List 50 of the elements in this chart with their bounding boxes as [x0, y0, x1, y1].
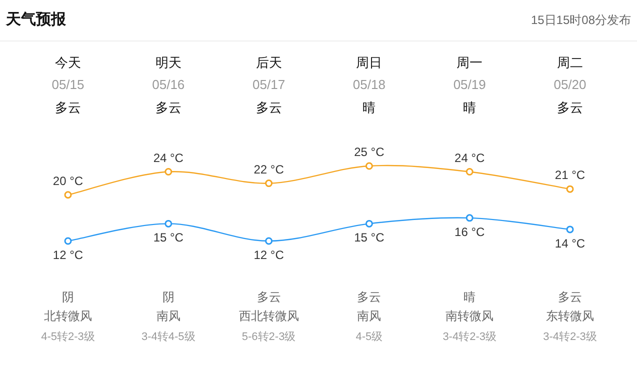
annotation: 多云	[357, 290, 382, 304]
data-label: 20 °C	[52, 174, 84, 188]
data-label: 12 °C	[52, 248, 84, 262]
annotation: 05/18	[352, 77, 386, 92]
annotation: 4-5级	[356, 331, 383, 343]
title: 天气预报	[6, 11, 66, 28]
annotation: 多云	[155, 100, 182, 115]
annotation: 西北转微风	[238, 309, 299, 323]
annotation: 05/19	[453, 77, 486, 92]
annotation: 晴	[464, 290, 476, 304]
data-label: 24 °C	[454, 150, 485, 165]
category: 周一	[456, 55, 483, 70]
data-label: 14 °C	[554, 236, 586, 250]
annotation: 3-4转4-5级	[142, 331, 196, 343]
annotation: 南风	[357, 309, 382, 323]
category: 后天	[256, 55, 282, 70]
category: 周二	[557, 55, 583, 70]
data-label: 24 °C	[153, 150, 184, 165]
annotation: 05/15	[52, 77, 84, 92]
annotation: 多云	[557, 100, 583, 115]
annotation: 3-4转2-3级	[543, 331, 597, 343]
annotation: 05/16	[152, 77, 185, 92]
annotation: 晴	[362, 100, 376, 115]
data-label: 22 °C	[254, 162, 284, 176]
annotation: 晴	[463, 100, 476, 115]
annotation: 3-4转2-3级	[442, 331, 496, 343]
annotation: 阴	[162, 290, 174, 304]
annotation: 05/17	[252, 77, 286, 92]
annotation: 4-5转2-3级	[41, 331, 95, 343]
annotation: 15日15时08分发布	[530, 13, 631, 27]
annotation: 多云	[558, 290, 582, 304]
annotation: 东转微风	[546, 309, 594, 323]
annotation: 05/20	[554, 77, 586, 92]
data-label: 12 °C	[254, 248, 284, 262]
data-label: 21 °C	[554, 168, 586, 182]
category: 周日	[356, 55, 382, 70]
annotation: 北转微风	[44, 309, 92, 323]
annotation: 南转微风	[446, 309, 494, 323]
annotation: 南风	[156, 309, 180, 323]
annotation: 多云	[256, 100, 282, 115]
data-label: 16 °C	[454, 224, 485, 239]
annotation: 多云	[55, 100, 81, 115]
data-label: 15 °C	[354, 230, 384, 245]
annotation: 多云	[256, 290, 281, 304]
data-label: 25 °C	[354, 145, 384, 159]
data-label: 15 °C	[153, 230, 184, 245]
annotation: 阴	[62, 290, 74, 304]
category: 今天	[55, 55, 81, 70]
annotation: 5-6转2-3级	[242, 331, 296, 343]
category: 明天	[155, 55, 182, 70]
